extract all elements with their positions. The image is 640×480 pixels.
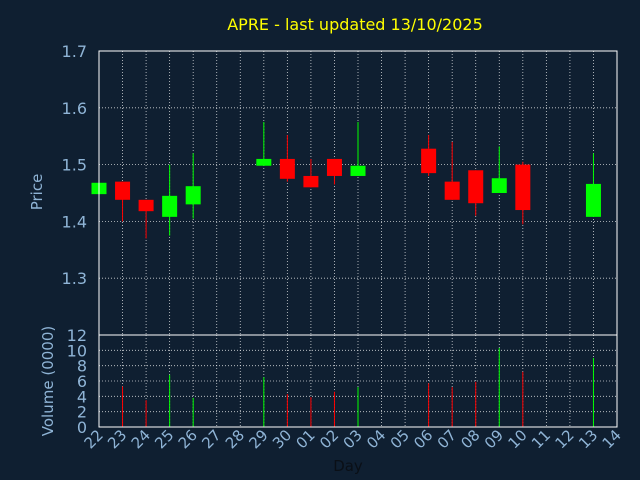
price-tick-label: 1.4 <box>62 212 87 231</box>
candles <box>91 122 601 239</box>
candle-body <box>515 164 531 211</box>
panel-frames <box>98 50 618 428</box>
volume-panel-frame <box>98 334 618 428</box>
candle-body <box>115 181 131 200</box>
price-tick-label: 1.6 <box>62 99 87 118</box>
price-tick-label: 1.7 <box>62 42 87 61</box>
x-tick-labels: 2223242526272829300102030405060708091011… <box>81 426 625 452</box>
candle-body <box>468 170 484 204</box>
price-tick-label: 1.5 <box>62 156 87 175</box>
candle-body <box>279 158 295 179</box>
price-tick-label: 1.3 <box>62 269 87 288</box>
volume-tick-label: 2 <box>77 403 87 422</box>
volume-tick-label: 6 <box>77 372 87 391</box>
price-tick-labels: 1.3 1.4 1.5 1.6 1.7 <box>62 42 87 288</box>
candle-body <box>444 181 460 200</box>
candle-body <box>491 178 507 193</box>
volume-tick-label: 4 <box>77 387 87 406</box>
price-axis-label: Price <box>28 174 46 211</box>
candle-body <box>162 195 178 217</box>
volume-tick-label: 8 <box>77 357 87 376</box>
candle-body <box>350 165 366 176</box>
volume-tick-label: 10 <box>67 341 87 360</box>
volume-tick-label: 0 <box>77 418 87 437</box>
candle-body <box>256 158 272 166</box>
candle-body <box>138 199 154 212</box>
x-axis-label: Day <box>333 457 363 475</box>
candle-body <box>326 158 342 176</box>
candle-body <box>421 148 437 174</box>
volume-bars <box>122 348 594 427</box>
volume-axis-label: Volume (0000) <box>39 326 57 436</box>
chart-title: APRE - last updated 13/10/2025 <box>227 15 483 34</box>
candle-body <box>585 183 601 217</box>
candle-body <box>303 175 319 188</box>
volume-tick-label: 12 <box>67 326 87 345</box>
candle-body <box>185 186 201 205</box>
